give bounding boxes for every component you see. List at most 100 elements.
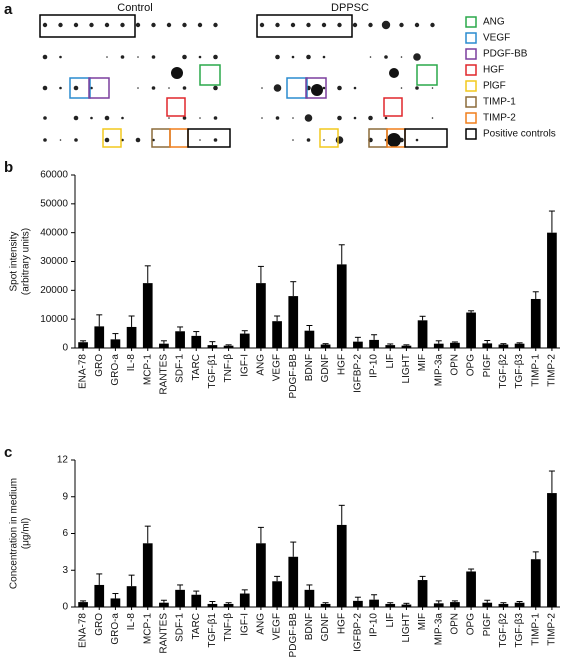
array-spot — [337, 115, 342, 121]
bar — [530, 559, 541, 607]
x-tick-label: SDF-1 — [175, 613, 186, 642]
bar — [207, 603, 218, 607]
array-spot — [182, 116, 187, 120]
array-spot — [369, 56, 372, 58]
bar — [223, 345, 234, 348]
array-spot — [213, 54, 218, 60]
array-spot — [275, 116, 280, 120]
array-spot — [168, 87, 170, 89]
highlight-box — [169, 128, 189, 148]
array-spot — [73, 85, 79, 91]
bar — [288, 296, 299, 348]
x-tick-label: TGF-β1 — [207, 613, 218, 648]
array-spot — [261, 87, 263, 89]
legend-label: PlGF — [483, 81, 506, 92]
array-spot — [197, 22, 203, 28]
y-axis-label: Concentration in medium — [9, 478, 20, 589]
x-tick-label: GDNF — [320, 354, 331, 382]
x-tick-label: LIGHT — [401, 613, 412, 642]
x-tick-label: TNF-β — [223, 354, 234, 383]
array-spot — [353, 86, 357, 90]
x-tick-label: SDF-1 — [175, 354, 186, 383]
x-tick-label: OPG — [466, 354, 477, 376]
bar — [514, 602, 525, 607]
array-spot — [168, 117, 170, 119]
x-tick-label: VEGF — [272, 613, 283, 640]
highlight-box — [286, 77, 308, 99]
bar — [498, 344, 509, 348]
array-spot — [430, 22, 435, 28]
array-spot — [415, 138, 419, 142]
array-spot — [43, 138, 47, 142]
array-spot — [275, 54, 280, 60]
x-tick-label: IGF-I — [239, 613, 250, 636]
array-spot — [290, 22, 296, 28]
highlight-box — [404, 128, 448, 148]
array-spot — [90, 86, 93, 90]
bar — [191, 594, 202, 607]
array-spot — [104, 137, 110, 143]
legend-label: TIMP-1 — [483, 97, 516, 108]
x-tick-label: IP-10 — [369, 613, 380, 637]
legend-label: PDGF-BB — [483, 49, 528, 60]
array-spot — [73, 22, 79, 28]
legend-swatch — [465, 32, 477, 44]
bar — [159, 602, 169, 607]
legend-label: HGF — [483, 65, 504, 76]
array-spot — [213, 85, 218, 91]
array-spot — [151, 22, 156, 28]
array-spot — [120, 22, 125, 28]
array-spot — [413, 53, 421, 61]
bar — [353, 341, 363, 348]
x-tick-label: ANG — [256, 613, 267, 635]
x-tick-label: MCP-1 — [142, 613, 153, 645]
y-tick-label: 20000 — [40, 285, 68, 296]
array-spot — [106, 56, 108, 58]
x-tick-label: IP-10 — [369, 354, 380, 378]
legend-swatch — [465, 112, 477, 124]
bar — [272, 321, 282, 348]
bar — [304, 330, 315, 348]
y-axis-label: (μg/ml) — [21, 518, 32, 549]
legend-swatch — [465, 48, 477, 60]
array-spot — [381, 20, 391, 30]
array-spot — [151, 55, 156, 59]
x-tick-label: TGF-β3 — [514, 354, 525, 389]
x-tick-label: PIGF — [482, 354, 493, 377]
x-tick-label: TGF-β2 — [498, 613, 509, 648]
array-title: DPPSC — [331, 2, 369, 14]
array-spot — [199, 117, 201, 119]
array-spot — [121, 138, 124, 142]
y-tick-label: 3 — [62, 565, 68, 576]
array-spot — [73, 115, 79, 121]
x-tick-label: VEGF — [272, 354, 283, 381]
bar — [126, 326, 137, 348]
bar — [450, 602, 460, 607]
bar — [530, 298, 541, 348]
array-spot — [89, 22, 94, 28]
array-spot — [384, 55, 388, 59]
y-tick-label: 50000 — [40, 198, 68, 209]
x-tick-label: HGF — [336, 354, 347, 375]
panel-letter: a — [4, 1, 13, 18]
bar — [78, 342, 88, 348]
array-spot — [400, 87, 403, 89]
x-tick-label: PIGF — [482, 613, 493, 636]
y-axis-label: Spot intensity — [9, 231, 20, 291]
bar — [417, 320, 428, 348]
array-spot — [368, 115, 373, 121]
array-spot — [414, 22, 420, 28]
array-spot — [43, 116, 47, 120]
array-spot — [291, 55, 295, 59]
bar — [256, 543, 266, 607]
array-title: Control — [117, 2, 152, 14]
array-spot — [90, 116, 93, 120]
array-spot — [104, 22, 110, 28]
x-tick-label: RANTES — [159, 613, 170, 654]
array-spot — [59, 86, 62, 90]
array-spot — [199, 139, 201, 141]
array-spot — [415, 86, 419, 90]
x-tick-label: GDNF — [320, 613, 331, 641]
highlight-box — [368, 128, 388, 148]
array-spot — [104, 115, 110, 121]
